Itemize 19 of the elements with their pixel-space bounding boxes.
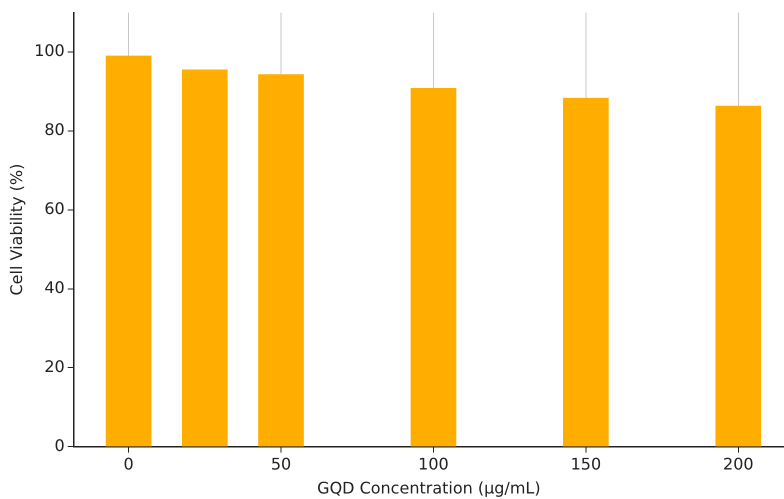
y-tick-label: 20: [44, 356, 65, 376]
x-tick-label: 100: [418, 454, 449, 474]
y-tick-label: 40: [44, 278, 65, 297]
x-tick-label: 200: [723, 454, 754, 474]
bar: [182, 69, 228, 446]
x-tick-label: 50: [270, 454, 292, 474]
bar: [106, 56, 152, 446]
x-axis-title: GQD Concentration (µg/mL): [317, 478, 541, 498]
y-tick-label: 60: [44, 199, 65, 218]
bar: [410, 88, 456, 446]
bar: [715, 106, 762, 446]
y-axis-title: Cell Viability (%): [6, 164, 26, 296]
y-tick-label: 0: [54, 436, 65, 455]
y-tick-label: 100: [34, 41, 65, 60]
bar: [258, 74, 304, 446]
x-tick-label: 0: [124, 454, 134, 474]
y-tick-label: 80: [44, 120, 65, 140]
bar: [563, 98, 609, 446]
x-tick-label: 150: [570, 454, 602, 474]
